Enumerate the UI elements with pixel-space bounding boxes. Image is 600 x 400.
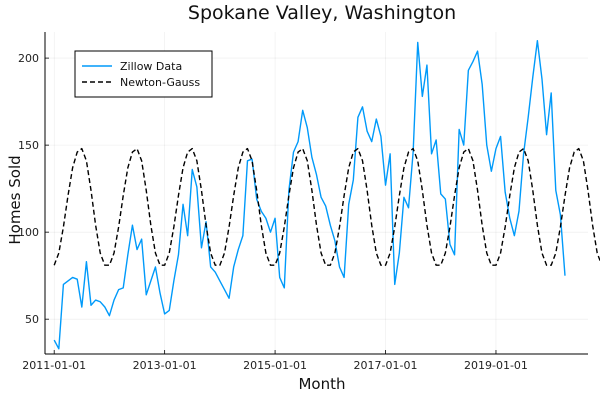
x-ticks: 2011-01-01 2013-01-01 2015-01-01 2017-01-01… xyxy=(22,350,528,372)
y-ticks: 50 100 150 200 xyxy=(18,52,49,326)
x-axis-title: Month xyxy=(298,375,345,393)
legend: Zillow Data Newton-Gauss xyxy=(74,50,213,98)
x-tick-label: 2015-01-01 xyxy=(243,359,307,372)
x-tick-label: 2017-01-01 xyxy=(354,359,418,372)
legend-label-newton-gauss: Newton-Gauss xyxy=(120,76,200,89)
y-tick-label: 100 xyxy=(18,226,39,239)
axes xyxy=(44,32,588,355)
legend-box xyxy=(74,50,213,98)
x-tick-label: 2011-01-01 xyxy=(22,359,86,372)
legend-label-zillow: Zillow Data xyxy=(120,60,182,73)
y-axis-title: Homes Sold xyxy=(6,155,24,244)
y-tick-label: 200 xyxy=(18,52,39,65)
series-line-zillow-data xyxy=(53,40,566,350)
series-layer xyxy=(53,40,600,350)
y-tick-label: 150 xyxy=(18,139,39,152)
y-tick-label: 50 xyxy=(25,313,39,326)
x-tick-label: 2019-01-01 xyxy=(464,359,528,372)
chart-title: Spokane Valley, Washington xyxy=(188,2,456,24)
x-tick-label: 2013-01-01 xyxy=(133,359,197,372)
series-line-newton-gauss xyxy=(53,147,600,266)
